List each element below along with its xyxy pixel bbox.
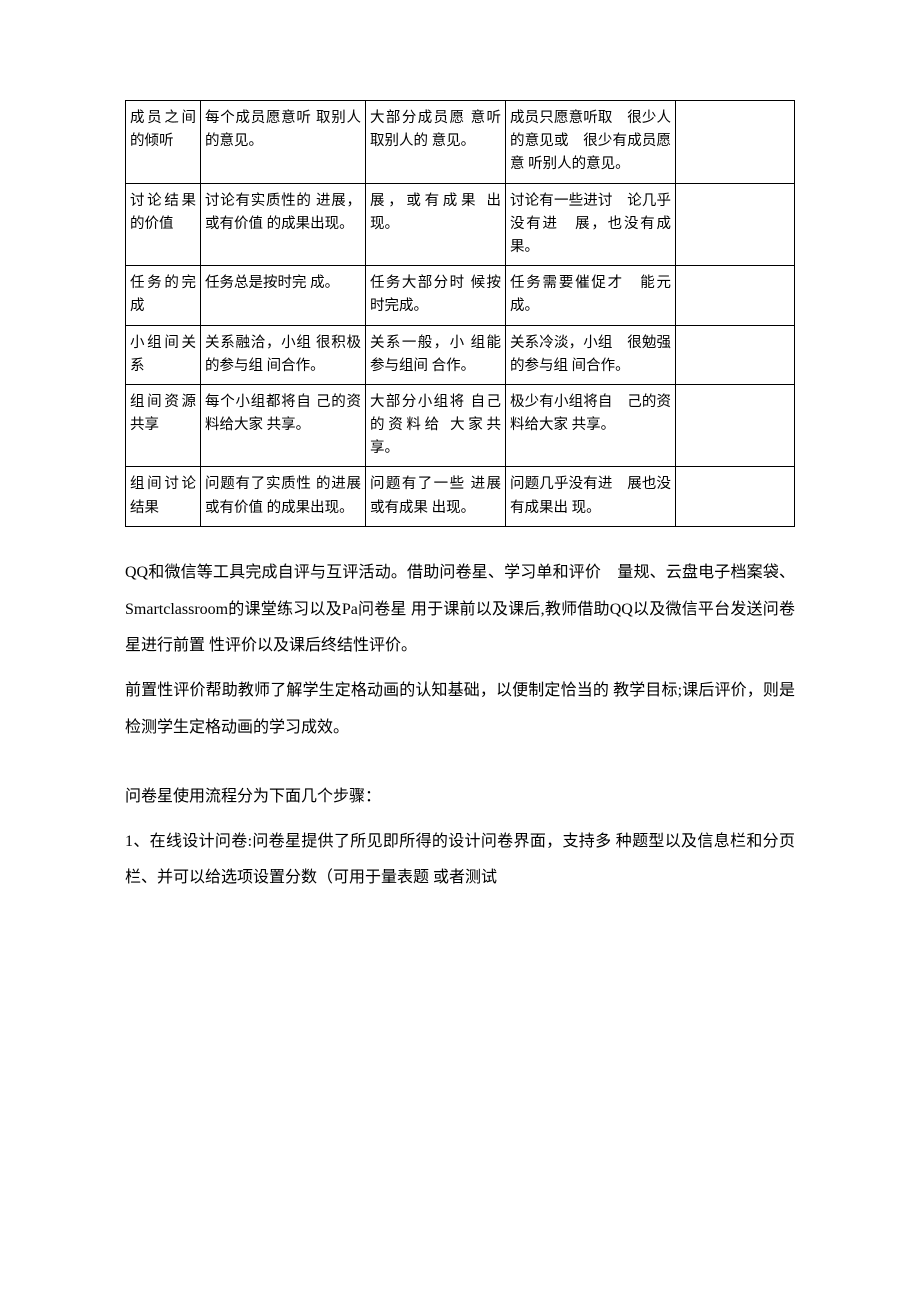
cell: 讨论有一些进讨 论几乎没有进 展，也没有成果。 (506, 183, 676, 266)
cell (676, 325, 795, 384)
row-label: 组间资源共享 (126, 384, 201, 467)
cell: 每个成员愿意听 取别人的意见。 (201, 101, 366, 184)
table-row: 小组间关系 关系融洽，小组 很积极的参与组 间合作。 关系一般，小 组能参与组间… (126, 325, 795, 384)
cell (676, 266, 795, 325)
row-label: 组间讨论结果 (126, 467, 201, 526)
cell (676, 467, 795, 526)
cell: 任务需要催促才 能元成。 (506, 266, 676, 325)
paragraph: 前置性评价帮助教师了解学生定格动画的认知基础，以便制定恰当的 教学目标;课后评价… (125, 673, 795, 747)
cell: 成员只愿意听取 很少人的意见或 很少有成员愿意 听别人的意见。 (506, 101, 676, 184)
cell: 关系一般，小 组能参与组间 合作。 (366, 325, 506, 384)
cell: 讨论有实质性的 进展，或有价值 的成果出现。 (201, 183, 366, 266)
table-row: 组间讨论结果 问题有了实质性 的进展或有价值 的成果出现。 问题有了一些 进展或… (126, 467, 795, 526)
cell: 关系融洽，小组 很积极的参与组 间合作。 (201, 325, 366, 384)
row-label: 小组间关系 (126, 325, 201, 384)
cell (676, 384, 795, 467)
cell: 任务总是按时完 成。 (201, 266, 366, 325)
table-row: 成员之间的倾听 每个成员愿意听 取别人的意见。 大部分成员愿 意听取别人的 意见… (126, 101, 795, 184)
row-label: 成员之间的倾听 (126, 101, 201, 184)
cell: 大部分成员愿 意听取别人的 意见。 (366, 101, 506, 184)
cell: 关系冷淡，小组 很勉强的参与组 间合作。 (506, 325, 676, 384)
cell: 大部分小组将 自己的资料给 大家共享。 (366, 384, 506, 467)
cell: 任务大部分时 候按时完成。 (366, 266, 506, 325)
paragraph: 问卷星使用流程分为下面几个步骤： (125, 779, 795, 816)
table-row: 组间资源共享 每个小组都将自 己的资料给大家 共享。 大部分小组将 自己的资料给… (126, 384, 795, 467)
row-label: 任务的完成 (126, 266, 201, 325)
cell: 每个小组都将自 己的资料给大家 共享。 (201, 384, 366, 467)
cell: 问题有了实质性 的进展或有价值 的成果出现。 (201, 467, 366, 526)
rubric-table: 成员之间的倾听 每个成员愿意听 取别人的意见。 大部分成员愿 意听取别人的 意见… (125, 100, 795, 527)
cell (676, 101, 795, 184)
cell: 问题有了一些 进展或有成果 出现。 (366, 467, 506, 526)
table-row: 任务的完成 任务总是按时完 成。 任务大部分时 候按时完成。 任务需要催促才 能… (126, 266, 795, 325)
paragraph: 1、在线设计问卷:问卷星提供了所见即所得的设计问卷界面，支持多 种题型以及信息栏… (125, 824, 795, 898)
table-row: 讨论结果的价值 讨论有实质性的 进展，或有价值 的成果出现。 展，或有成果 出现… (126, 183, 795, 266)
row-label: 讨论结果的价值 (126, 183, 201, 266)
cell: 展，或有成果 出现。 (366, 183, 506, 266)
cell: 极少有小组将自 己的资料给大家 共享。 (506, 384, 676, 467)
cell (676, 183, 795, 266)
cell: 问题几乎没有进 展也没有成果出 现。 (506, 467, 676, 526)
paragraph: QQ和微信等工具完成自评与互评活动。借助问卷星、学习单和评价 量规、云盘电子档案… (125, 555, 795, 665)
